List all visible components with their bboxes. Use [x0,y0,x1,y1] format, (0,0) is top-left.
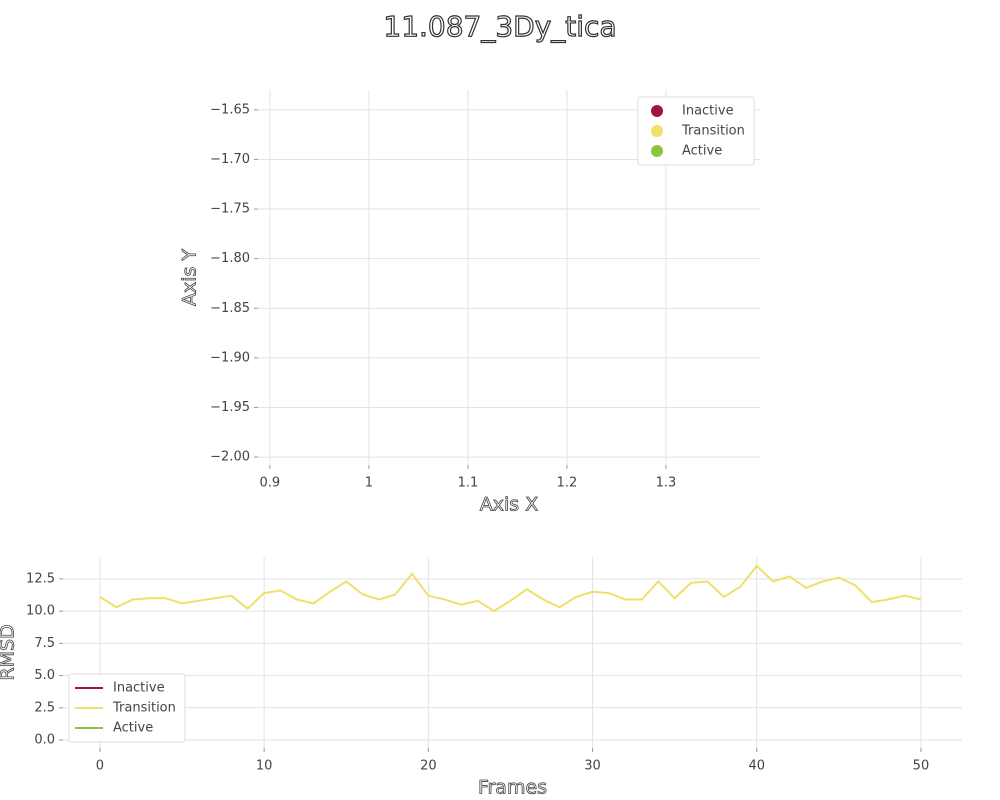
legend-marker [651,105,663,117]
x-tick-label: 50 [913,759,930,774]
x-tick-label: 1.3 [656,476,677,491]
x-tick-label: 1 [365,476,373,491]
legend-box [68,673,186,743]
y-tick-label: −1.95 [210,400,250,415]
x-tick-label: 20 [420,759,437,774]
legend-marker [651,145,663,157]
x-tick-label: 1.1 [458,476,479,491]
y-tick-label: 10.0 [26,604,55,619]
y-tick-label: −1.65 [210,102,250,117]
y-tick-label: 5.0 [34,668,55,683]
legend-label: Inactive [113,681,165,696]
line [99,564,922,613]
x-axis-label: Axis X [480,494,538,516]
y-tick-label: −1.75 [210,202,250,217]
y-tick-label: −1.85 [210,301,250,316]
y-axis-label: RMSD [0,624,19,680]
y-tick-label: 2.5 [34,700,55,715]
legend-label: Active [682,144,722,159]
legend-label: Inactive [682,104,734,119]
x-tick-label: 10 [256,759,273,774]
legend-label: Transition [112,701,176,716]
page-title: 11.087_3Dy_tica [383,10,616,43]
x-tick-label: 1.2 [557,476,578,491]
y-tick-label: −1.90 [210,350,250,365]
legend-label: Active [113,721,153,736]
x-tick-label: 30 [584,759,601,774]
x-tick-label: 0.9 [260,476,281,491]
y-tick-label: 7.5 [34,636,55,651]
x-tick-label: 0 [96,759,104,774]
legend-box [637,96,755,166]
y-tick-label: −1.70 [210,152,250,167]
y-tick-label: −1.80 [210,251,250,266]
x-axis-label: Frames [478,777,547,799]
y-tick-label: −2.00 [210,450,250,465]
x-tick-label: 40 [748,759,765,774]
y-tick-label: 12.5 [26,571,55,586]
y-axis-label: Axis Y [179,249,201,306]
legend-label: Transition [681,124,745,139]
legend-marker [651,125,663,137]
y-tick-label: 0.0 [34,733,55,748]
